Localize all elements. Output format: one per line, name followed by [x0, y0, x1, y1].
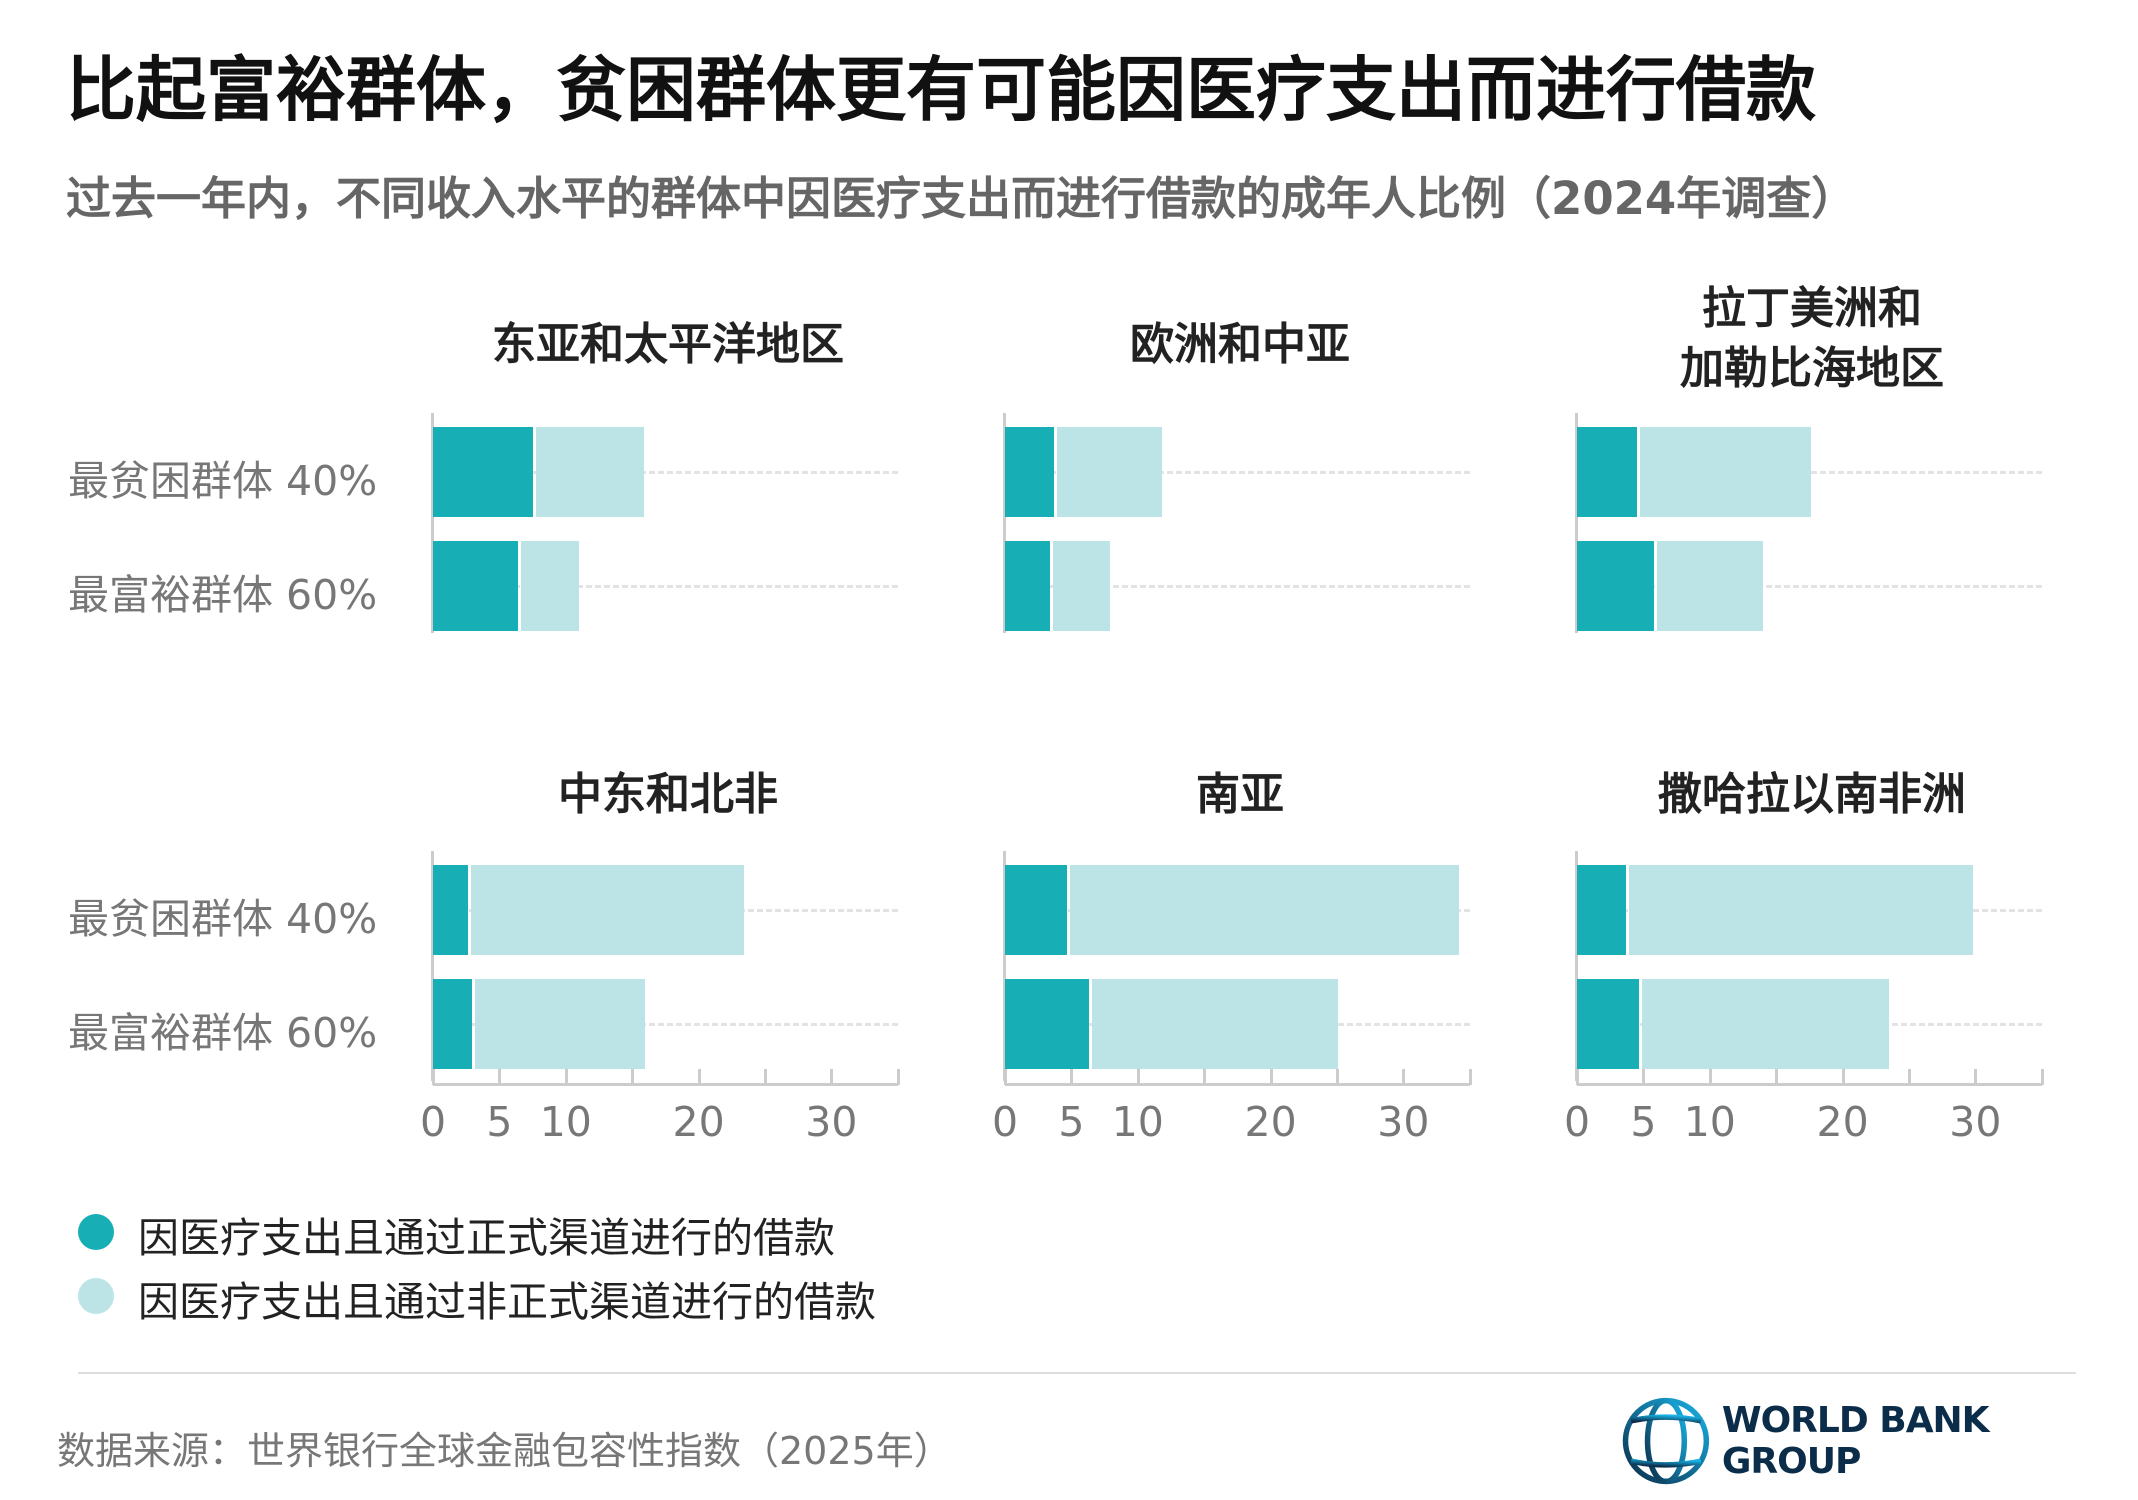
x-tick — [896, 1069, 900, 1085]
bar-informal-richest — [1053, 541, 1110, 631]
y-axis-line — [1003, 851, 1006, 1081]
bar-informal-richest — [1657, 541, 1763, 631]
x-tick — [1336, 1069, 1339, 1085]
bar-informal-poorest — [470, 865, 744, 955]
gridline — [1005, 471, 1470, 474]
legend-swatch-informal — [78, 1278, 114, 1314]
gridline — [1577, 585, 2042, 588]
x-tick-label: 10 — [539, 1098, 592, 1146]
x-tick-label: 10 — [1683, 1098, 1736, 1146]
panel-title: 南亚 — [1196, 769, 1284, 820]
panel-title: 撒哈拉以南非洲 — [1658, 769, 1966, 820]
x-tick-label: 30 — [1949, 1098, 2002, 1146]
category-label: 最富裕群体 60% — [68, 1009, 378, 1057]
bar-formal-poorest — [1577, 865, 1627, 955]
x-tick-label: 0 — [419, 1098, 447, 1146]
source-note: 数据来源：世界银行全球金融包容性指数（2025年） — [57, 1429, 952, 1473]
bar-formal-richest — [433, 541, 518, 631]
x-tick — [631, 1069, 635, 1085]
x-tick-label: 5 — [1058, 1098, 1085, 1146]
category-label: 最贫困群体 40% — [68, 457, 378, 505]
gridline — [433, 585, 898, 588]
x-tick — [830, 1069, 834, 1085]
bar-formal-richest — [1577, 541, 1655, 631]
x-tick — [1642, 1069, 1646, 1085]
bar-formal-richest — [1005, 541, 1051, 631]
x-tick — [2040, 1069, 2044, 1085]
x-tick — [1269, 1069, 1273, 1085]
x-tick — [764, 1069, 767, 1085]
chart-subtitle: 过去一年内，不同收入水平的群体中因医疗支出而进行借款的成年人比例（2024年调查… — [66, 172, 1857, 225]
x-tick-label: 20 — [1244, 1098, 1297, 1146]
panel-title: 东亚和太平洋地区 — [492, 319, 844, 370]
bar-informal-poorest — [1070, 865, 1460, 955]
x-tick-label: 20 — [672, 1098, 725, 1146]
bar-informal-richest — [1091, 979, 1339, 1069]
x-tick-label: 5 — [1630, 1098, 1657, 1146]
legend-label-formal: 因医疗支出且通过正式渠道进行的借款 — [138, 1214, 835, 1262]
gridline — [433, 471, 898, 474]
bar-formal-poorest — [433, 427, 533, 517]
panel-title: 欧洲和中亚 — [1130, 319, 1350, 370]
x-tick — [1841, 1069, 1845, 1085]
bar-formal-richest — [433, 979, 472, 1069]
category-label: 最富裕群体 60% — [68, 571, 378, 619]
bar-formal-poorest — [1005, 427, 1055, 517]
x-tick — [1708, 1069, 1712, 1085]
logo-text: WORLD BANK GROUP — [1721, 1400, 1990, 1482]
legend-swatch-formal — [78, 1214, 114, 1250]
x-tick-label: 0 — [991, 1098, 1019, 1146]
x-tick — [1775, 1069, 1779, 1085]
x-tick — [1402, 1069, 1406, 1085]
x-tick-label: 5 — [486, 1098, 513, 1146]
x-tick — [1974, 1069, 1978, 1085]
bar-informal-poorest — [1629, 865, 1973, 955]
bar-informal-richest — [1642, 979, 1890, 1069]
footer-divider — [78, 1372, 2076, 1374]
x-axis-line — [1577, 1083, 2042, 1086]
x-tick-label: 0 — [1563, 1098, 1591, 1146]
x-tick — [697, 1069, 701, 1085]
x-tick — [1203, 1069, 1207, 1085]
x-tick — [1004, 1069, 1007, 1085]
x-tick — [432, 1069, 435, 1085]
x-tick — [1908, 1069, 1911, 1085]
x-tick-label: 10 — [1111, 1098, 1164, 1146]
x-tick — [564, 1069, 568, 1085]
y-axis-line — [431, 413, 434, 633]
x-tick-label: 30 — [1377, 1098, 1430, 1146]
bar-informal-poorest — [535, 427, 645, 517]
gridline — [1005, 585, 1470, 588]
bar-formal-poorest — [1577, 427, 1637, 517]
bar-informal-richest — [474, 979, 646, 1069]
gridline — [433, 1023, 898, 1026]
panel-title: 拉丁美洲和 加勒比海地区 — [1680, 283, 1944, 394]
x-tick — [1576, 1069, 1579, 1085]
x-tick — [498, 1069, 502, 1085]
bar-informal-richest — [520, 541, 580, 631]
x-tick-label: 30 — [805, 1098, 858, 1146]
y-axis-line — [431, 851, 434, 1081]
x-tick-label: 20 — [1816, 1098, 1869, 1146]
panel-title: 中东和北非 — [558, 769, 778, 820]
bar-formal-poorest — [1005, 865, 1068, 955]
bar-formal-richest — [1005, 979, 1089, 1069]
x-axis-line — [433, 1083, 898, 1086]
x-tick — [1468, 1069, 1472, 1085]
bar-formal-poorest — [433, 865, 468, 955]
bar-informal-poorest — [1057, 427, 1162, 517]
legend-label-informal: 因医疗支出且通过非正式渠道进行的借款 — [138, 1278, 876, 1326]
bar-formal-richest — [1577, 979, 1640, 1069]
x-tick — [1136, 1069, 1140, 1085]
y-axis-line — [1003, 413, 1006, 633]
y-axis-line — [1575, 413, 1578, 633]
x-axis-line — [1005, 1083, 1470, 1086]
globe-icon — [1622, 1397, 1710, 1485]
x-tick — [1070, 1069, 1074, 1085]
category-label: 最贫困群体 40% — [68, 895, 378, 943]
world-bank-logo: WORLD BANK GROUP — [1620, 1395, 2138, 1487]
bar-informal-poorest — [1639, 427, 1811, 517]
chart-title: 比起富裕群体，贫困群体更有可能因医疗支出而进行借款 — [66, 49, 1816, 131]
y-axis-line — [1575, 851, 1578, 1081]
